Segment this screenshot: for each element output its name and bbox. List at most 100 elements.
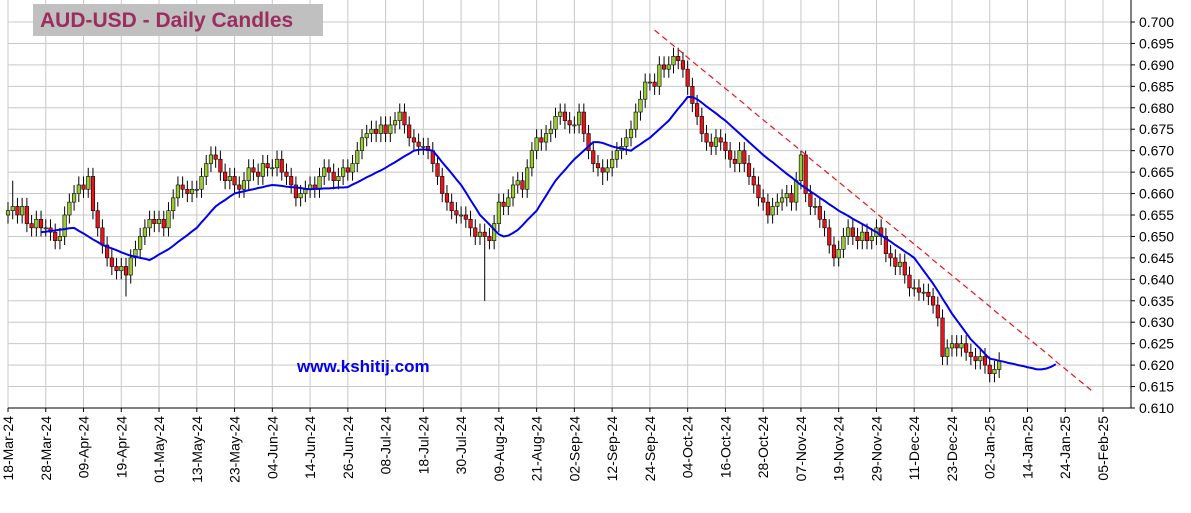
candle-body <box>836 249 841 259</box>
candle-body <box>284 171 289 177</box>
marks <box>5 29 1094 393</box>
x-tick-label: 11-Dec-24 <box>906 416 922 481</box>
candle-body <box>756 184 761 199</box>
candle-body <box>921 291 926 294</box>
candle-body <box>789 193 794 203</box>
candle-body <box>487 236 492 242</box>
x-tick-label: 19-Apr-24 <box>113 416 129 478</box>
candle-body <box>765 201 770 216</box>
candle-body <box>761 197 766 203</box>
candle-body <box>156 218 162 224</box>
y-tick-label: 0.650 <box>1139 228 1174 244</box>
candle-body <box>133 249 138 259</box>
candle-body <box>227 176 232 181</box>
candle-body <box>5 210 11 216</box>
candle-body <box>931 296 936 306</box>
x-tick-label: 30-Jul-24 <box>453 416 469 475</box>
x-tick-label: 13-May-24 <box>189 416 205 483</box>
candle-body <box>482 231 487 237</box>
candle-body <box>421 146 426 148</box>
candle-body <box>992 369 997 374</box>
candle-body <box>185 188 190 194</box>
labels: 0.610 0.615 0.620 0.625 0.630 0.635 0.640 0.645… <box>0 14 1174 483</box>
candle-body <box>605 167 610 173</box>
candle-body <box>808 193 813 207</box>
trendline <box>654 29 1094 393</box>
candle-body <box>742 150 747 164</box>
candle-body <box>713 137 719 147</box>
candle-body <box>477 231 483 237</box>
candle-body <box>581 111 586 134</box>
candle-body <box>180 184 185 190</box>
x-tick-label: 28-Oct-24 <box>755 416 771 478</box>
candle-body <box>855 236 860 242</box>
candle-body <box>680 60 686 70</box>
candle-body <box>846 227 851 237</box>
candle-body <box>95 210 100 229</box>
candle-body <box>142 227 147 237</box>
candle-body <box>473 227 478 237</box>
candle-body <box>260 163 265 177</box>
candle-body <box>506 197 511 207</box>
watermark: www.kshitij.com <box>296 357 430 376</box>
candle-body <box>577 111 582 126</box>
candle-body <box>20 206 25 216</box>
candle-body <box>29 223 34 229</box>
candle-body <box>199 176 204 190</box>
x-tick-label: 23-May-24 <box>227 416 243 483</box>
x-tick-label: 16-Oct-24 <box>717 416 733 478</box>
candle-body <box>968 351 973 357</box>
candle-body <box>633 111 638 130</box>
candle-body <box>67 201 72 216</box>
candle-body <box>251 167 256 173</box>
candle-body <box>916 287 921 293</box>
candle-body <box>237 184 242 190</box>
candle-body <box>293 184 298 199</box>
candle-body <box>100 227 105 246</box>
candle-body <box>90 176 96 212</box>
candle-body <box>392 120 398 126</box>
candle-body <box>374 128 379 134</box>
y-tick-label: 0.635 <box>1139 293 1174 309</box>
candle-body <box>341 167 346 177</box>
candle-body <box>459 214 464 217</box>
candle-body <box>298 193 303 199</box>
candle-body <box>978 356 983 362</box>
candle-body <box>610 158 615 169</box>
candle-body <box>732 158 737 164</box>
x-tick-label: 24-Sep-24 <box>642 416 658 482</box>
candle-body <box>751 176 756 186</box>
y-tick-label: 0.670 <box>1139 143 1174 159</box>
candle-body <box>232 176 237 186</box>
y-tick-label: 0.630 <box>1139 314 1174 330</box>
x-tick-label: 04-Jun-24 <box>264 416 280 479</box>
moving-average <box>40 96 1057 371</box>
candle-body <box>704 133 709 143</box>
grid <box>7 0 1131 409</box>
candle-body <box>770 206 775 216</box>
candle-body <box>775 201 780 207</box>
candle-body <box>350 163 355 173</box>
x-tick-label: 05-Feb-25 <box>1095 416 1111 481</box>
candle-body <box>548 128 553 134</box>
candle-body <box>822 218 827 229</box>
candle-body <box>359 137 365 151</box>
candle-body <box>411 137 416 143</box>
candle-body <box>515 180 520 186</box>
x-tick-label: 29-Nov-24 <box>868 416 884 482</box>
candle-body <box>897 261 903 267</box>
candle-body <box>558 111 563 117</box>
candle-body <box>746 163 752 177</box>
candle-body <box>864 231 870 242</box>
x-tick-label: 19-Nov-24 <box>831 416 847 482</box>
candle-body <box>326 167 332 173</box>
candle-body <box>388 124 393 134</box>
y-tick-label: 0.660 <box>1139 186 1174 202</box>
candle-body <box>869 236 874 242</box>
candle-body <box>279 158 284 173</box>
candle-body <box>123 266 129 276</box>
candle-body <box>699 116 704 134</box>
candle-body <box>959 343 964 349</box>
candle-body <box>364 133 369 139</box>
candle-body <box>265 163 270 169</box>
